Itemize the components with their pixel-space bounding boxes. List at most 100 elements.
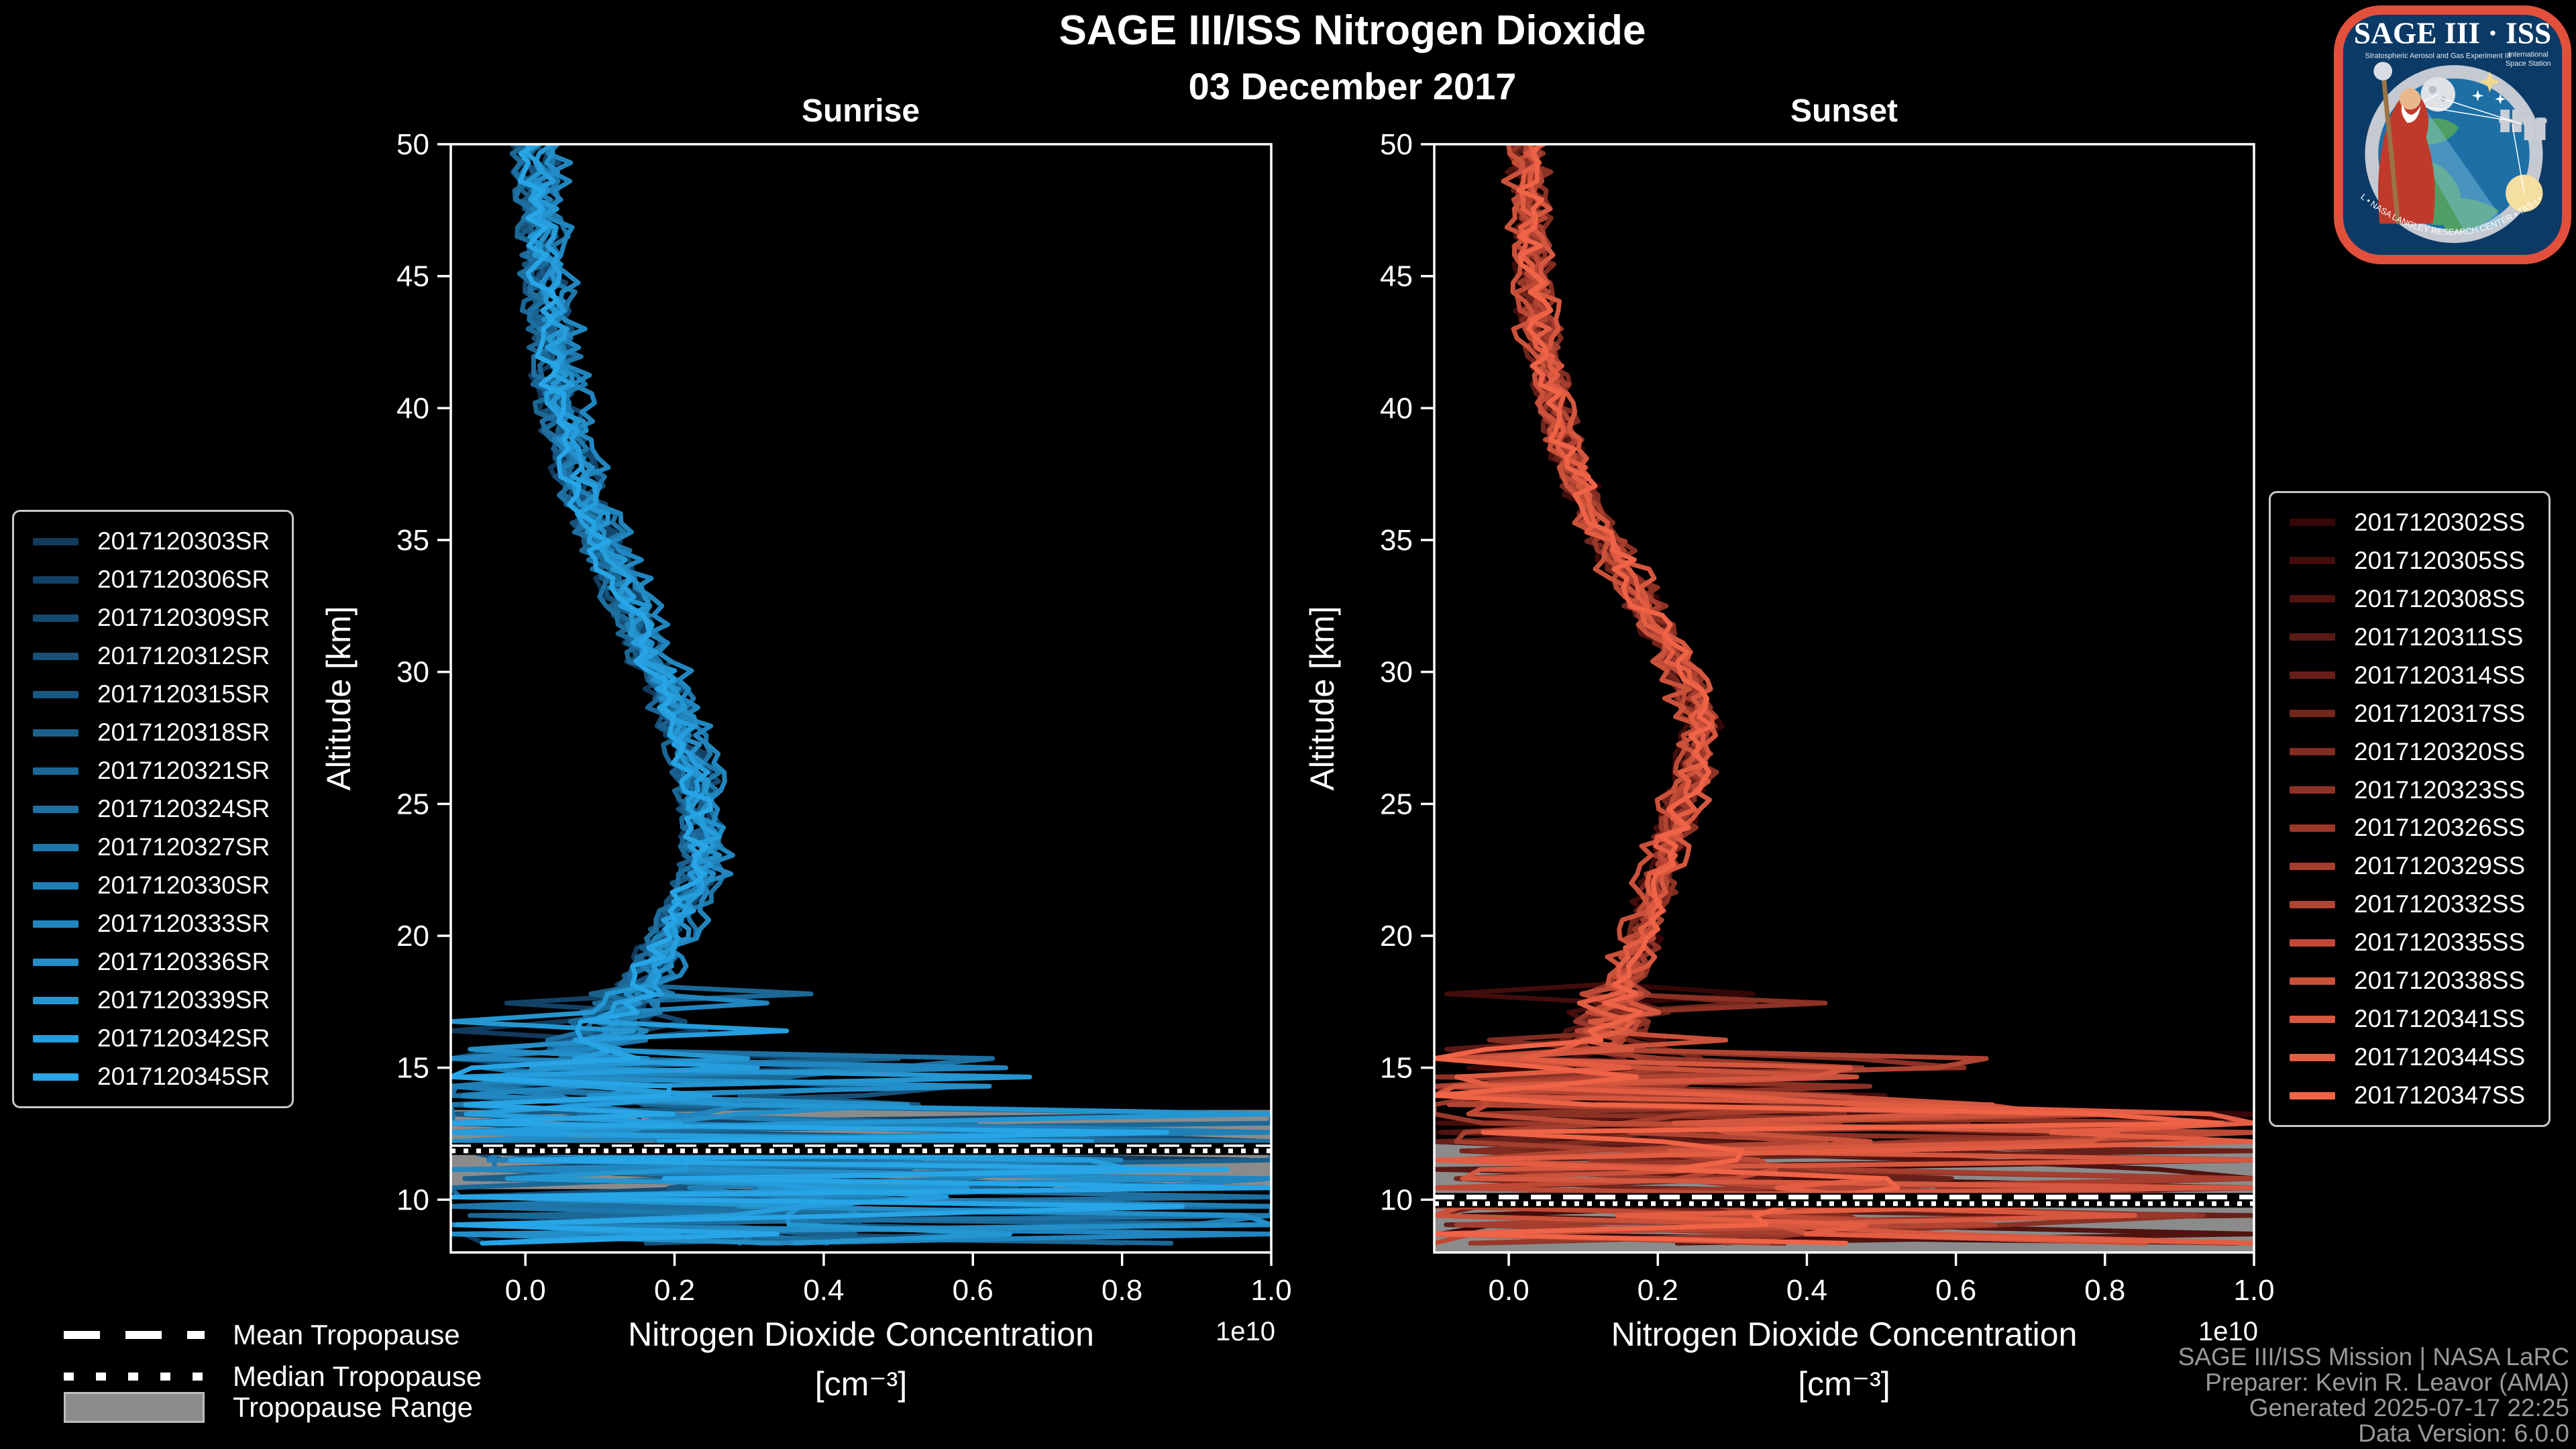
legend-event-id: 2017120317SS [2354, 699, 2526, 727]
legend-item: 2017120311SS [2271, 623, 2548, 651]
logo-title: SAGE III · ISS [2354, 16, 2551, 50]
legend-event-id: 2017120302SS [2354, 508, 2526, 536]
legend-event-id: 2017120341SS [2354, 1005, 2526, 1033]
logo-moon-crater [2428, 85, 2437, 94]
legend-item: 2017120344SS [2271, 1043, 2548, 1071]
legend-event-id: 2017120329SS [2354, 852, 2526, 880]
x-tick-label: 0.8 [2084, 1274, 2125, 1307]
legend-item: 2017120320SS [2271, 738, 2548, 766]
logo-moon [2420, 76, 2455, 112]
axis-ticks: 0.0 0.2 0.4 0.6 0.8 1.0 10 15 20 25 30 35 40 45 50 [1380, 128, 2275, 1307]
legend-event-id: 2017120344SS [2354, 1043, 2526, 1071]
legend-color-swatch [33, 576, 78, 584]
attribution-line: Preparer: Kevin R. Leavor (AMA) [2205, 1368, 2569, 1396]
legend-color-swatch [2290, 862, 2335, 870]
legend-color-swatch [33, 805, 78, 813]
legend-color-swatch [33, 843, 78, 851]
y-tick-label: 45 [396, 260, 429, 293]
x-tick-label: 0.8 [1102, 1274, 1142, 1307]
legend-item: 2017120323SS [2271, 776, 2548, 804]
legend-item: 2017120326SS [2271, 814, 2548, 842]
profile-line-2017120333SR [451, 144, 1271, 1246]
x-axis-label: Nitrogen Dioxide Concentration [1611, 1316, 2078, 1353]
legend-event-id: 2017120305SS [2354, 546, 2526, 574]
legend-event-id: 2017120342SR [97, 1024, 270, 1052]
y-tick-label: 35 [396, 524, 429, 557]
panel-title-sunrise: Sunrise [801, 93, 920, 129]
y-tick-label: 20 [396, 920, 429, 953]
legend-item: 2017120338SS [2271, 967, 2548, 995]
attribution-line: Generated 2025-07-17 22:25 [2249, 1394, 2569, 1421]
legend-color-swatch [33, 1073, 78, 1081]
tropopause-range-legend-item: Tropopause Range [64, 1391, 473, 1424]
tropopause-range-swatch [64, 1392, 205, 1423]
legend-item: 2017120321SR [14, 757, 292, 785]
legend-color-swatch [2290, 557, 2335, 565]
legend-item: 2017120317SS [2271, 700, 2548, 728]
legend-event-id: 2017120332SS [2354, 890, 2526, 918]
median-tropopause-legend-item: Median Tropopause [64, 1360, 482, 1393]
legend-color-swatch [33, 881, 78, 890]
legend-event-id: 2017120333SR [97, 910, 270, 937]
legend-event-id: 2017120347SS [2354, 1081, 2526, 1109]
legend-event-id: 2017120345SR [97, 1063, 270, 1090]
legend-event-id: 2017120318SR [97, 718, 270, 746]
legend-event-id: 2017120315SR [97, 680, 270, 708]
legend-item: 2017120308SS [2271, 585, 2548, 613]
legend-event-id: 2017120336SR [97, 948, 270, 975]
y-tick-label: 15 [1380, 1052, 1413, 1085]
legend-color-swatch [2290, 824, 2335, 832]
legend-item: 2017120302SS [2271, 508, 2548, 537]
legend-item: 2017120324SR [14, 795, 292, 823]
y-tick-label: 15 [396, 1052, 429, 1085]
logo-sight-lines [2418, 94, 2525, 194]
logo-iss [2499, 109, 2547, 140]
legend-color-swatch [2290, 672, 2335, 680]
legend-color-swatch [2290, 595, 2335, 603]
y-tick-label: 10 [396, 1183, 429, 1216]
legend-event-id: 2017120338SS [2354, 967, 2526, 995]
x-axis-label: Nitrogen Dioxide Concentration [628, 1316, 1094, 1353]
legend-event-id: 2017120339SR [97, 986, 270, 1014]
x-axis-offset-label: 1e10 [2198, 1317, 2258, 1346]
legend-item: 2017120309SR [14, 604, 292, 632]
page-title: SAGE III/ISS Nitrogen Dioxide [1059, 7, 1646, 54]
logo-subtitle-left: Stratospheric Aerosol and Gas Experiment… [2365, 52, 2511, 60]
median-tropopause-label: Median Tropopause [233, 1360, 482, 1392]
y-axis-label: Altitude [km] [320, 606, 358, 790]
legend-item: 2017120336SR [14, 948, 292, 976]
legend-item: 2017120332SS [2271, 890, 2548, 918]
legend-event-id: 2017120314SS [2354, 661, 2526, 689]
legend-item: 2017120318SR [14, 718, 292, 747]
legend-item: 2017120305SS [2271, 547, 2548, 575]
y-tick-label: 40 [396, 392, 429, 425]
logo-figure [2373, 62, 2435, 224]
x-tick-label: 0.2 [1638, 1274, 1678, 1307]
y-tick-label: 30 [396, 656, 429, 689]
axis-ticks: 0.0 0.2 0.4 0.6 0.8 1.0 10 15 20 25 30 35 40 45 50 [396, 128, 1292, 1307]
y-tick-label: 30 [1380, 656, 1413, 689]
legend-item: 2017120341SS [2271, 1005, 2548, 1033]
legend-item: 2017120315SR [14, 680, 292, 708]
legend-color-swatch [2290, 748, 2335, 756]
x-tick-label: 0.0 [505, 1274, 546, 1307]
tropopause-range-label: Tropopause Range [233, 1391, 474, 1423]
legend-event-id: 2017120312SR [97, 642, 270, 669]
legend-color-swatch [33, 1034, 78, 1042]
y-tick-label: 50 [396, 128, 429, 161]
y-tick-label: 10 [1380, 1183, 1413, 1216]
logo-subtitle-right2: Space Station [2506, 60, 2551, 68]
x-tick-label: 1.0 [2233, 1274, 2274, 1307]
legend-event-id: 2017120311SS [2354, 623, 2524, 651]
legend-event-id: 2017120323SS [2354, 775, 2526, 804]
attribution-line: Data Version: 6.0.0 [2358, 1419, 2569, 1447]
plot-area-border [1433, 143, 2255, 1254]
plot-area-border [449, 143, 1273, 1254]
legend-color-swatch [33, 614, 78, 622]
legend-color-swatch [33, 537, 78, 545]
legend-color-swatch [33, 958, 78, 966]
mean-tropopause-dash-swatch [64, 1331, 205, 1339]
x-axis-offset-label: 1e10 [1216, 1317, 1275, 1346]
legend-item: 2017120314SS [2271, 661, 2548, 690]
